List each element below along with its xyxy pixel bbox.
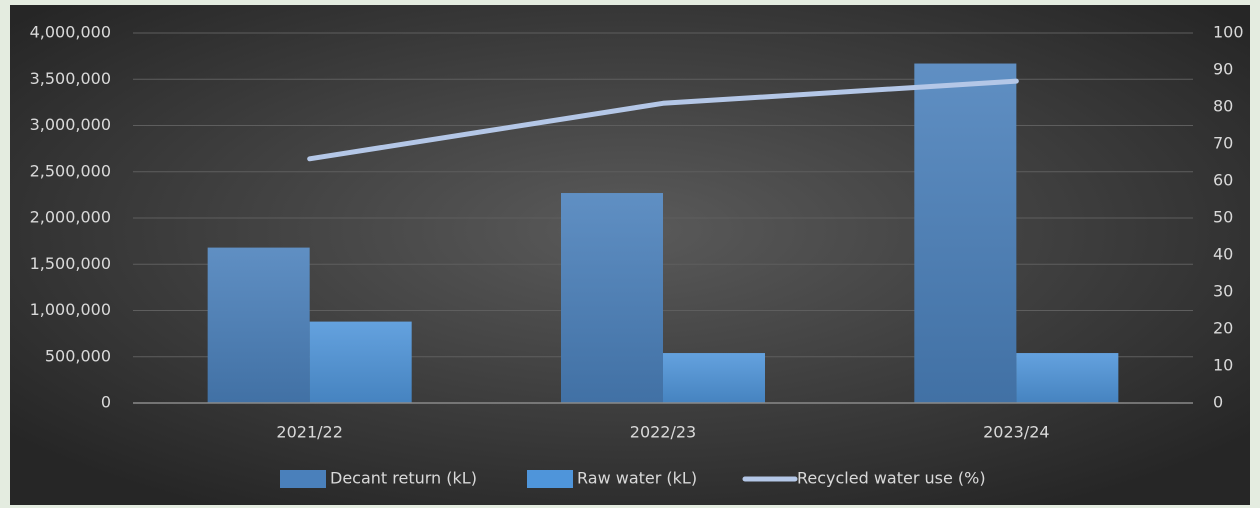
y2-tick-label: 60	[1213, 171, 1233, 190]
legend-label: Decant return (kL)	[330, 469, 477, 488]
y-tick-label: 1,500,000	[30, 254, 111, 273]
y-tick-label: 3,000,000	[30, 115, 111, 134]
y-tick-label: 0	[101, 393, 111, 412]
y2-tick-label: 0	[1213, 393, 1223, 412]
bar-shade	[309, 321, 412, 403]
y-tick-label: 500,000	[45, 346, 111, 365]
legend-swatch	[280, 470, 326, 488]
bar-shade	[1016, 353, 1119, 403]
y-tick-label: 2,000,000	[30, 208, 111, 227]
bar-shade	[914, 63, 1017, 404]
y2-tick-label: 30	[1213, 282, 1233, 301]
y2-tick-label: 20	[1213, 319, 1233, 338]
y-tick-label: 2,500,000	[30, 161, 111, 180]
y-tick-label: 4,000,000	[30, 23, 111, 42]
x-tick-label: 2023/24	[983, 423, 1049, 442]
y2-tick-label: 90	[1213, 60, 1233, 79]
legend-label: Recycled water use (%)	[797, 469, 986, 488]
legend-label: Raw water (kL)	[577, 469, 697, 488]
y2-tick-label: 50	[1213, 208, 1233, 227]
y-tick-label: 3,500,000	[30, 69, 111, 88]
x-tick-label: 2021/22	[276, 423, 342, 442]
line	[307, 78, 1019, 162]
y2-tick-label: 10	[1213, 356, 1233, 375]
y2-tick-label: 100	[1213, 23, 1244, 42]
bar-shade	[561, 193, 663, 403]
y2-tick-label: 40	[1213, 245, 1233, 264]
x-tick-label: 2022/23	[630, 423, 696, 442]
y2-tick-label: 80	[1213, 97, 1233, 116]
legend-swatch	[527, 470, 573, 488]
bar-shade	[207, 247, 310, 403]
y2-tick-label: 70	[1213, 134, 1233, 153]
bar-shade	[663, 353, 765, 403]
y-tick-label: 1,000,000	[30, 300, 111, 319]
